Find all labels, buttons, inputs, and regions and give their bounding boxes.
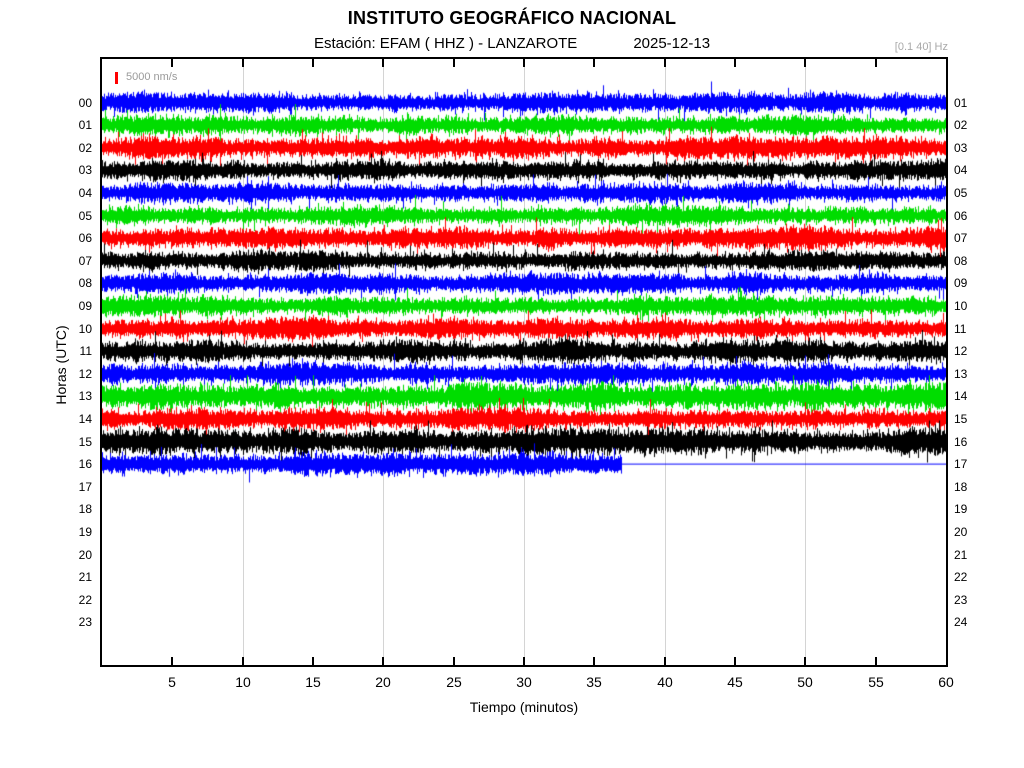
axis-tick-bottom-50 bbox=[804, 657, 806, 665]
hour-label-left-03: 03 bbox=[78, 163, 92, 177]
hour-label-right-07: 07 bbox=[954, 231, 968, 245]
axis-tick-bottom-35 bbox=[593, 657, 595, 665]
axis-tick-bottom-5 bbox=[171, 657, 173, 665]
filter-band-label: [0.1 40] Hz bbox=[894, 41, 948, 53]
hour-label-right-24: 24 bbox=[954, 615, 968, 629]
hour-label-left-04: 04 bbox=[78, 186, 92, 200]
hour-label-left-12: 12 bbox=[78, 367, 92, 381]
x-tick-label-50: 50 bbox=[797, 674, 813, 690]
axis-tick-top-45 bbox=[734, 59, 736, 67]
hour-label-left-19: 19 bbox=[78, 525, 92, 539]
x-tick-label-30: 30 bbox=[516, 674, 532, 690]
hour-label-right-10: 10 bbox=[954, 299, 968, 313]
hour-label-left-15: 15 bbox=[78, 435, 92, 449]
x-tick-label-40: 40 bbox=[657, 674, 673, 690]
x-tick-label-10: 10 bbox=[235, 674, 251, 690]
x-axis-title: Tiempo (minutos) bbox=[469, 699, 579, 715]
seismogram-canvas bbox=[102, 59, 946, 665]
hour-label-right-20: 20 bbox=[954, 525, 968, 539]
hour-label-left-14: 14 bbox=[78, 412, 92, 426]
hour-label-left-07: 07 bbox=[78, 254, 92, 268]
hour-label-left-05: 05 bbox=[78, 209, 92, 223]
hour-label-left-17: 17 bbox=[78, 480, 92, 494]
axis-tick-bottom-30 bbox=[523, 657, 525, 665]
x-tick-label-45: 45 bbox=[727, 674, 743, 690]
hour-label-left-18: 18 bbox=[78, 502, 92, 516]
x-tick-label-60: 60 bbox=[938, 674, 954, 690]
axis-tick-top-50 bbox=[804, 59, 806, 67]
hour-label-left-08: 08 bbox=[78, 276, 92, 290]
y-axis-title: Horas (UTC) bbox=[53, 325, 69, 405]
hour-label-left-16: 16 bbox=[78, 457, 92, 471]
axis-tick-bottom-40 bbox=[664, 657, 666, 665]
hour-label-right-15: 15 bbox=[954, 412, 968, 426]
hour-label-left-23: 23 bbox=[78, 615, 92, 629]
hour-label-right-16: 16 bbox=[954, 435, 968, 449]
hour-label-right-13: 13 bbox=[954, 367, 968, 381]
axis-tick-bottom-25 bbox=[453, 657, 455, 665]
axis-tick-top-55 bbox=[875, 59, 877, 67]
page-title: INSTITUTO GEOGRÁFICO NACIONAL bbox=[347, 8, 677, 28]
hour-label-left-21: 21 bbox=[78, 570, 92, 584]
hour-label-right-06: 06 bbox=[954, 209, 968, 223]
hour-label-right-11: 11 bbox=[954, 322, 967, 336]
axis-tick-top-10 bbox=[242, 59, 244, 67]
hour-label-left-11: 11 bbox=[79, 344, 92, 358]
hour-label-right-18: 18 bbox=[954, 480, 968, 494]
hour-label-right-01: 01 bbox=[954, 96, 968, 110]
axis-tick-bottom-45 bbox=[734, 657, 736, 665]
axis-tick-bottom-10 bbox=[242, 657, 244, 665]
axis-tick-top-30 bbox=[523, 59, 525, 67]
x-tick-label-15: 15 bbox=[305, 674, 321, 690]
x-tick-label-55: 55 bbox=[868, 674, 884, 690]
axis-tick-top-40 bbox=[664, 59, 666, 67]
hour-label-right-14: 14 bbox=[954, 389, 968, 403]
hour-label-left-02: 02 bbox=[78, 141, 92, 155]
hour-label-left-22: 22 bbox=[78, 593, 92, 607]
hour-label-right-17: 17 bbox=[954, 457, 968, 471]
scale-marker-icon bbox=[115, 72, 118, 84]
hour-label-right-19: 19 bbox=[954, 502, 968, 516]
hour-label-right-21: 21 bbox=[954, 548, 968, 562]
hour-label-right-04: 04 bbox=[954, 163, 968, 177]
axis-tick-top-15 bbox=[312, 59, 314, 67]
hour-label-left-13: 13 bbox=[78, 389, 92, 403]
hour-label-right-23: 23 bbox=[954, 593, 968, 607]
x-tick-label-35: 35 bbox=[586, 674, 602, 690]
hour-label-right-05: 05 bbox=[954, 186, 968, 200]
scale-label: 5000 nm/s bbox=[126, 71, 178, 83]
axis-tick-bottom-55 bbox=[875, 657, 877, 665]
axis-tick-bottom-20 bbox=[382, 657, 384, 665]
hour-label-left-00: 00 bbox=[78, 96, 92, 110]
hour-label-right-02: 02 bbox=[954, 118, 968, 132]
helicorder-plot-frame: 5000 nm/s bbox=[100, 57, 948, 667]
hour-label-left-01: 01 bbox=[78, 118, 92, 132]
hour-label-right-12: 12 bbox=[954, 344, 968, 358]
axis-tick-bottom-15 bbox=[312, 657, 314, 665]
hour-label-right-09: 09 bbox=[954, 276, 968, 290]
subtitle: Estación: EFAM ( HHZ ) - LANZAROTE 2025-… bbox=[0, 35, 1024, 52]
x-tick-label-5: 5 bbox=[168, 674, 176, 690]
axis-tick-top-20 bbox=[382, 59, 384, 67]
hour-label-right-08: 08 bbox=[954, 254, 968, 268]
axis-tick-top-35 bbox=[593, 59, 595, 67]
axis-tick-top-5 bbox=[171, 59, 173, 67]
hour-label-left-09: 09 bbox=[78, 299, 92, 313]
axis-tick-top-25 bbox=[453, 59, 455, 67]
x-tick-label-25: 25 bbox=[446, 674, 462, 690]
hour-label-right-22: 22 bbox=[954, 570, 968, 584]
x-tick-label-20: 20 bbox=[375, 674, 391, 690]
station-label: Estación: EFAM ( HHZ ) - LANZAROTE bbox=[313, 35, 578, 52]
date-label: 2025-12-13 bbox=[633, 35, 711, 52]
hour-label-left-06: 06 bbox=[78, 231, 92, 245]
hour-label-left-10: 10 bbox=[78, 322, 92, 336]
hour-label-right-03: 03 bbox=[954, 141, 968, 155]
hour-label-left-20: 20 bbox=[78, 548, 92, 562]
